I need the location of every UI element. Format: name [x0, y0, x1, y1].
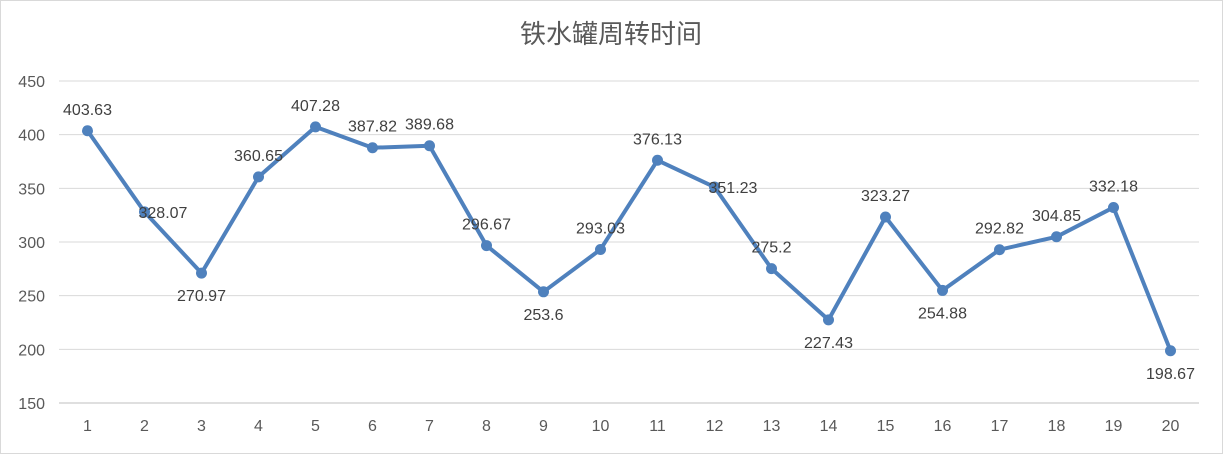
data-label: 387.82 — [348, 119, 397, 136]
data-point — [880, 211, 891, 223]
y-tick-label: 400 — [18, 128, 45, 145]
data-point — [538, 286, 549, 298]
data-point — [310, 121, 321, 133]
data-label: 403.63 — [63, 102, 112, 119]
x-tick-label: 17 — [991, 418, 1009, 435]
data-label: 275.2 — [751, 240, 791, 257]
x-tick-label: 11 — [649, 418, 666, 435]
x-tick-label: 19 — [1105, 418, 1123, 435]
x-tick-label: 13 — [763, 418, 781, 435]
series-line — [85, 124, 1173, 352]
data-point — [481, 240, 492, 252]
x-tick-label: 10 — [592, 418, 610, 435]
x-tick-label: 2 — [140, 418, 149, 435]
chart-title: 铁水罐周转时间 — [520, 20, 702, 50]
data-label: 323.27 — [861, 188, 910, 205]
data-point — [1165, 345, 1176, 357]
data-label: 376.13 — [633, 131, 682, 148]
data-point — [652, 154, 663, 166]
y-tick-label: 200 — [18, 342, 45, 359]
data-label: 270.97 — [177, 288, 226, 305]
x-tick-label: 6 — [368, 418, 377, 435]
y-tick-label: 450 — [18, 74, 45, 91]
data-point — [139, 206, 150, 218]
data-point — [823, 314, 834, 326]
series-layer — [82, 121, 1176, 357]
x-tick-label: 14 — [820, 418, 838, 435]
x-tick-label: 20 — [1162, 418, 1180, 435]
y-tick-label: 350 — [18, 181, 45, 198]
data-label: 293.03 — [576, 220, 625, 237]
gridlines — [59, 80, 1199, 404]
data-point — [994, 244, 1005, 256]
data-point — [367, 142, 378, 154]
data-label: 254.88 — [918, 305, 967, 322]
x-tick-label: 5 — [311, 418, 320, 435]
y-axis-ticks: 150 200 250 300 350 400 450 — [18, 74, 45, 413]
data-label: 351.23 — [709, 180, 758, 197]
data-label: 227.43 — [804, 335, 853, 352]
data-point — [595, 243, 606, 255]
x-tick-label: 12 — [706, 418, 724, 435]
data-label: 198.67 — [1146, 366, 1195, 383]
data-point — [1051, 231, 1062, 243]
data-point — [82, 125, 93, 137]
data-label: 292.82 — [975, 221, 1024, 238]
data-point — [1108, 201, 1119, 213]
data-point — [937, 284, 948, 296]
data-point — [196, 267, 207, 279]
data-label: 253.6 — [523, 307, 563, 324]
x-axis-ticks: 1 2 3 4 5 6 7 8 9 10 11 12 13 14 15 16 17 18 19 20 — [83, 418, 1179, 435]
data-label: 304.85 — [1032, 208, 1081, 225]
data-point — [709, 181, 720, 193]
y-tick-label: 150 — [18, 396, 45, 413]
y-tick-label: 250 — [18, 289, 45, 306]
x-tick-label: 15 — [877, 418, 895, 435]
data-label: 328.07 — [139, 205, 188, 222]
x-tick-label: 7 — [425, 418, 434, 435]
data-label: 360.65 — [234, 148, 283, 165]
y-tick-label: 300 — [18, 235, 45, 252]
x-tick-label: 3 — [197, 418, 206, 435]
data-label: 407.28 — [291, 98, 340, 115]
x-tick-label: 18 — [1048, 418, 1066, 435]
x-tick-label: 9 — [539, 418, 548, 435]
x-tick-label: 4 — [254, 418, 263, 435]
data-labels: 403.63 328.07 270.97 360.65 407.28 387.82 389.… — [63, 98, 1195, 383]
x-tick-label: 16 — [934, 418, 952, 435]
data-label: 332.18 — [1089, 178, 1138, 195]
data-point — [424, 140, 435, 152]
x-tick-label: 8 — [482, 418, 491, 435]
data-point — [253, 171, 264, 183]
data-label: 389.68 — [405, 117, 454, 134]
data-point — [766, 263, 777, 275]
data-label: 296.67 — [462, 217, 511, 234]
x-tick-label: 1 — [83, 418, 92, 435]
